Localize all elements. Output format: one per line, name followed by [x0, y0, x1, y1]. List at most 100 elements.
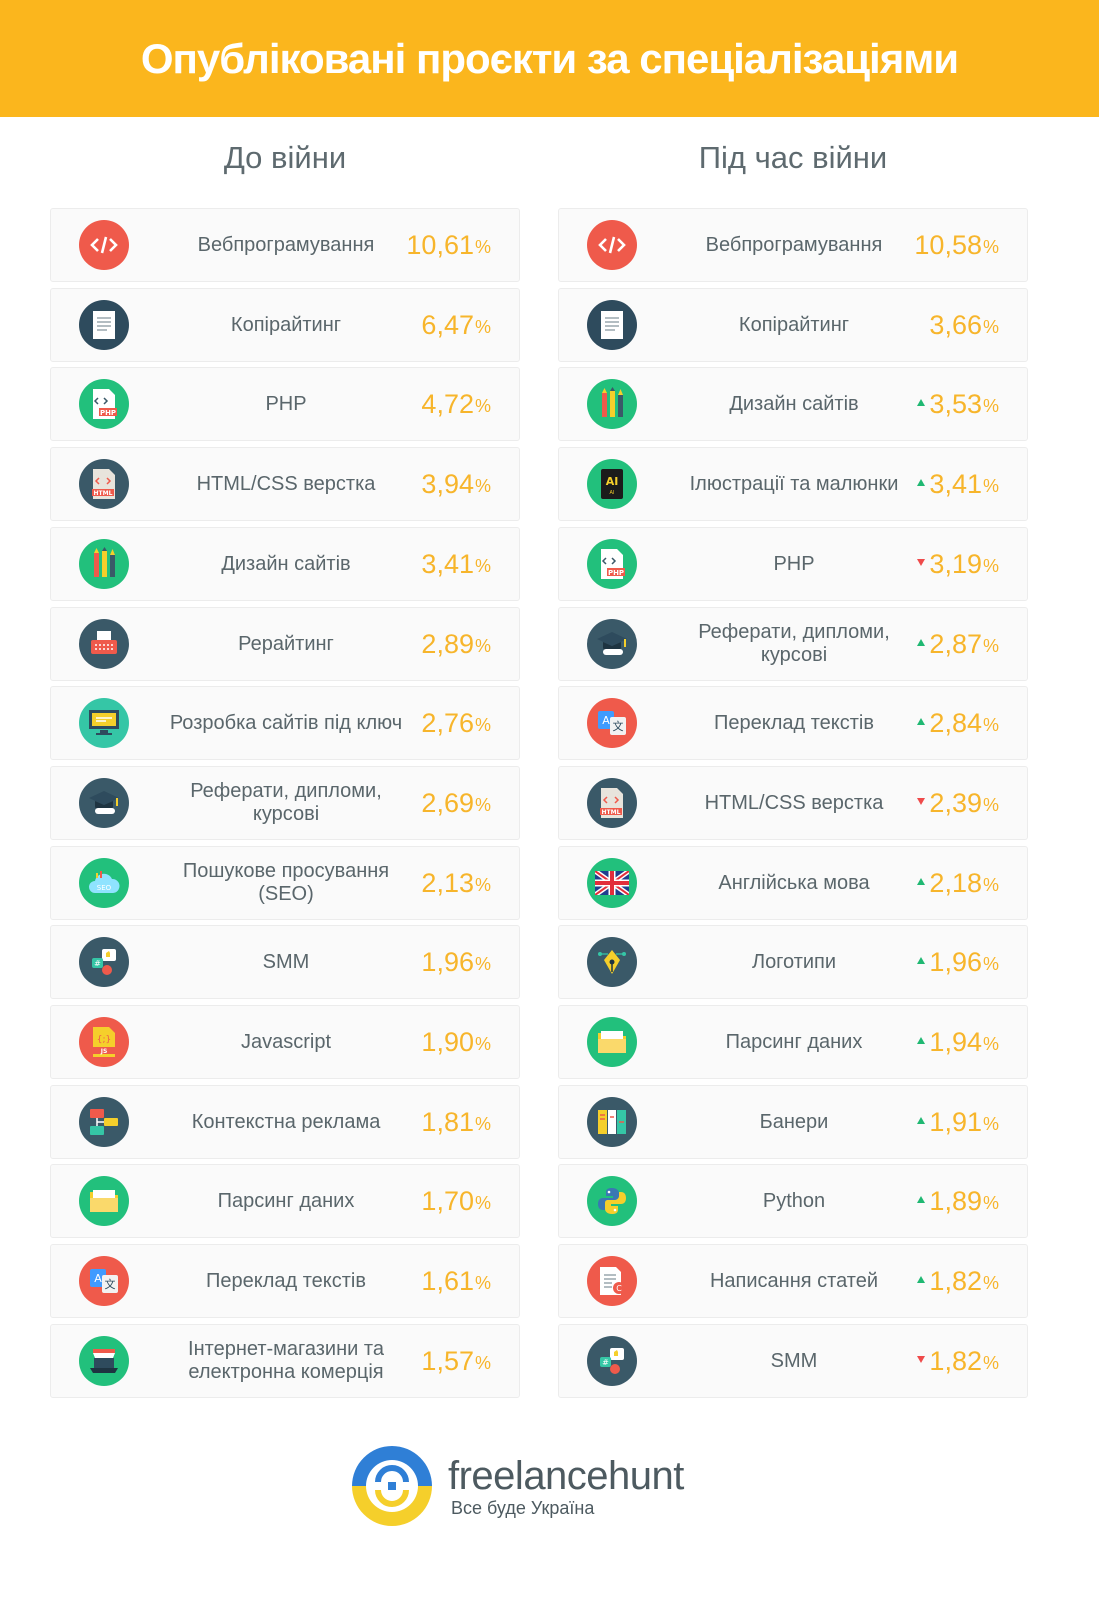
- brand-name: freelancehunt: [448, 1454, 684, 1498]
- row-label: Парсинг даних: [217, 1189, 355, 1212]
- value-unit: %: [982, 316, 999, 337]
- ai-file-icon: AI AI: [587, 459, 637, 509]
- list-item: Вебпрограмування 10,61%: [50, 208, 520, 282]
- list-item: C Написання статей 1,82%: [558, 1244, 1028, 1318]
- pencils-icon: [587, 379, 637, 429]
- list-item: Інтернет-магазини та електронна комерція…: [50, 1324, 520, 1398]
- list-item: {;} JS Javascript 1,90%: [50, 1005, 520, 1079]
- row-value: 1,82%: [929, 1245, 999, 1317]
- value-number: 3,94: [421, 468, 474, 499]
- list-item: HTML HTML/CSS верстка 2,39%: [558, 766, 1028, 840]
- svg-text:文: 文: [105, 1277, 116, 1291]
- trend-down-icon: [917, 559, 925, 566]
- trend-up-icon: [917, 639, 925, 646]
- list-item: AI AI Ілюстрації та малюнки 3,41%: [558, 447, 1028, 521]
- list-item: Реферати, дипломи, курсові 2,69%: [50, 766, 520, 840]
- list-item: Дизайн сайтів 3,53%: [558, 367, 1028, 441]
- list-item: Копірайтинг 3,66%: [558, 288, 1028, 362]
- trend-up-icon: [917, 1037, 925, 1044]
- value-unit: %: [474, 874, 491, 895]
- document-icon: [79, 300, 129, 350]
- value-number: 4,72: [421, 388, 474, 419]
- value-unit: %: [474, 316, 491, 337]
- row-label: Логотипи: [751, 950, 837, 973]
- row-label: Реферати, дипломи, курсові: [190, 780, 382, 825]
- row-label: PHP: [773, 552, 815, 575]
- value-number: 2,89: [421, 628, 474, 659]
- row-value: 1,90%: [421, 1006, 491, 1078]
- row-label: Python: [762, 1189, 826, 1212]
- value-number: 1,96: [929, 946, 982, 977]
- trend-up-icon: [917, 1196, 925, 1203]
- value-unit: %: [982, 953, 999, 974]
- uk-flag-icon: [587, 858, 637, 908]
- list-item: SEO Пошукове просування (SEO) 2,13%: [50, 846, 520, 920]
- row-label: Дизайн сайтів: [221, 552, 351, 575]
- value-number: 10,58: [914, 229, 982, 260]
- value-number: 2,87: [929, 628, 982, 659]
- value-unit: %: [982, 1033, 999, 1054]
- list-item: Вебпрограмування 10,58%: [558, 208, 1028, 282]
- svg-text:{;}: {;}: [97, 1035, 111, 1045]
- row-label: Парсинг даних: [725, 1030, 863, 1053]
- value-number: 1,57: [421, 1345, 474, 1376]
- list-item: HTML HTML/CSS верстка 3,94%: [50, 447, 520, 521]
- js-file-icon: {;} JS: [79, 1017, 129, 1067]
- html-file-icon: HTML: [587, 778, 637, 828]
- row-value: 1,94%: [929, 1006, 999, 1078]
- html-file-icon: HTML: [79, 459, 129, 509]
- row-label: Написання статей: [709, 1269, 879, 1292]
- value-unit: %: [982, 874, 999, 895]
- list-item: Розробка сайтів під ключ 2,76%: [50, 686, 520, 760]
- list-item: Python 1,89%: [558, 1164, 1028, 1238]
- value-number: 1,91: [929, 1106, 982, 1137]
- pen-nib-icon: [587, 937, 637, 987]
- list-item: PHP PHP 3,19%: [558, 527, 1028, 601]
- graduation-cap-icon: [79, 778, 129, 828]
- value-unit: %: [982, 1192, 999, 1213]
- value-number: 1,82: [929, 1265, 982, 1296]
- row-value: 10,61%: [406, 209, 491, 281]
- column-title-during-war: Під час війни: [698, 140, 888, 175]
- monitor-icon: [79, 698, 129, 748]
- row-label: SMM: [770, 1349, 818, 1372]
- value-number: 2,18: [929, 867, 982, 898]
- list-item: # SMM 1,82%: [558, 1324, 1028, 1398]
- page-title: Опубліковані проєкти за спеціалізаціями: [140, 34, 959, 82]
- row-label: Javascript: [240, 1030, 332, 1053]
- list-item: Контекстна реклама 1,81%: [50, 1085, 520, 1159]
- trend-up-icon: [917, 1276, 925, 1283]
- social-media-icon: #: [587, 1336, 637, 1386]
- header-banner: Опубліковані проєкти за спеціалізаціями: [0, 0, 1099, 117]
- trend-up-icon: [917, 479, 925, 486]
- value-number: 6,47: [421, 309, 474, 340]
- row-value: 2,18%: [929, 847, 999, 919]
- list-item: Реферати, дипломи, курсові 2,87%: [558, 607, 1028, 681]
- svg-text:HTML: HTML: [94, 490, 113, 497]
- svg-text:#: #: [602, 1358, 609, 1367]
- row-label: Контекстна реклама: [191, 1110, 381, 1133]
- value-unit: %: [474, 1272, 491, 1293]
- svg-text:SEO: SEO: [97, 884, 112, 892]
- php-file-icon: PHP: [79, 379, 129, 429]
- row-label: Переклад текстів: [714, 711, 874, 734]
- row-label: Пошукове просування (SEO): [182, 860, 390, 905]
- value-unit: %: [982, 714, 999, 735]
- row-value: 2,76%: [421, 687, 491, 759]
- list-item: Банери 1,91%: [558, 1085, 1028, 1159]
- svg-text:#: #: [94, 959, 101, 968]
- row-label: Переклад текстів: [206, 1269, 366, 1292]
- value-unit: %: [982, 395, 999, 416]
- row-value: 1,96%: [421, 926, 491, 998]
- row-value: 4,72%: [421, 368, 491, 440]
- pencils-icon: [79, 539, 129, 589]
- value-unit: %: [982, 1272, 999, 1293]
- row-label: SMM: [262, 950, 310, 973]
- list-item: Дизайн сайтів 3,41%: [50, 527, 520, 601]
- value-unit: %: [474, 1033, 491, 1054]
- svg-text:C: C: [616, 1284, 622, 1293]
- value-number: 3,66: [929, 309, 982, 340]
- value-number: 2,69: [421, 787, 474, 818]
- row-value: 1,57%: [421, 1325, 491, 1397]
- value-unit: %: [474, 1113, 491, 1134]
